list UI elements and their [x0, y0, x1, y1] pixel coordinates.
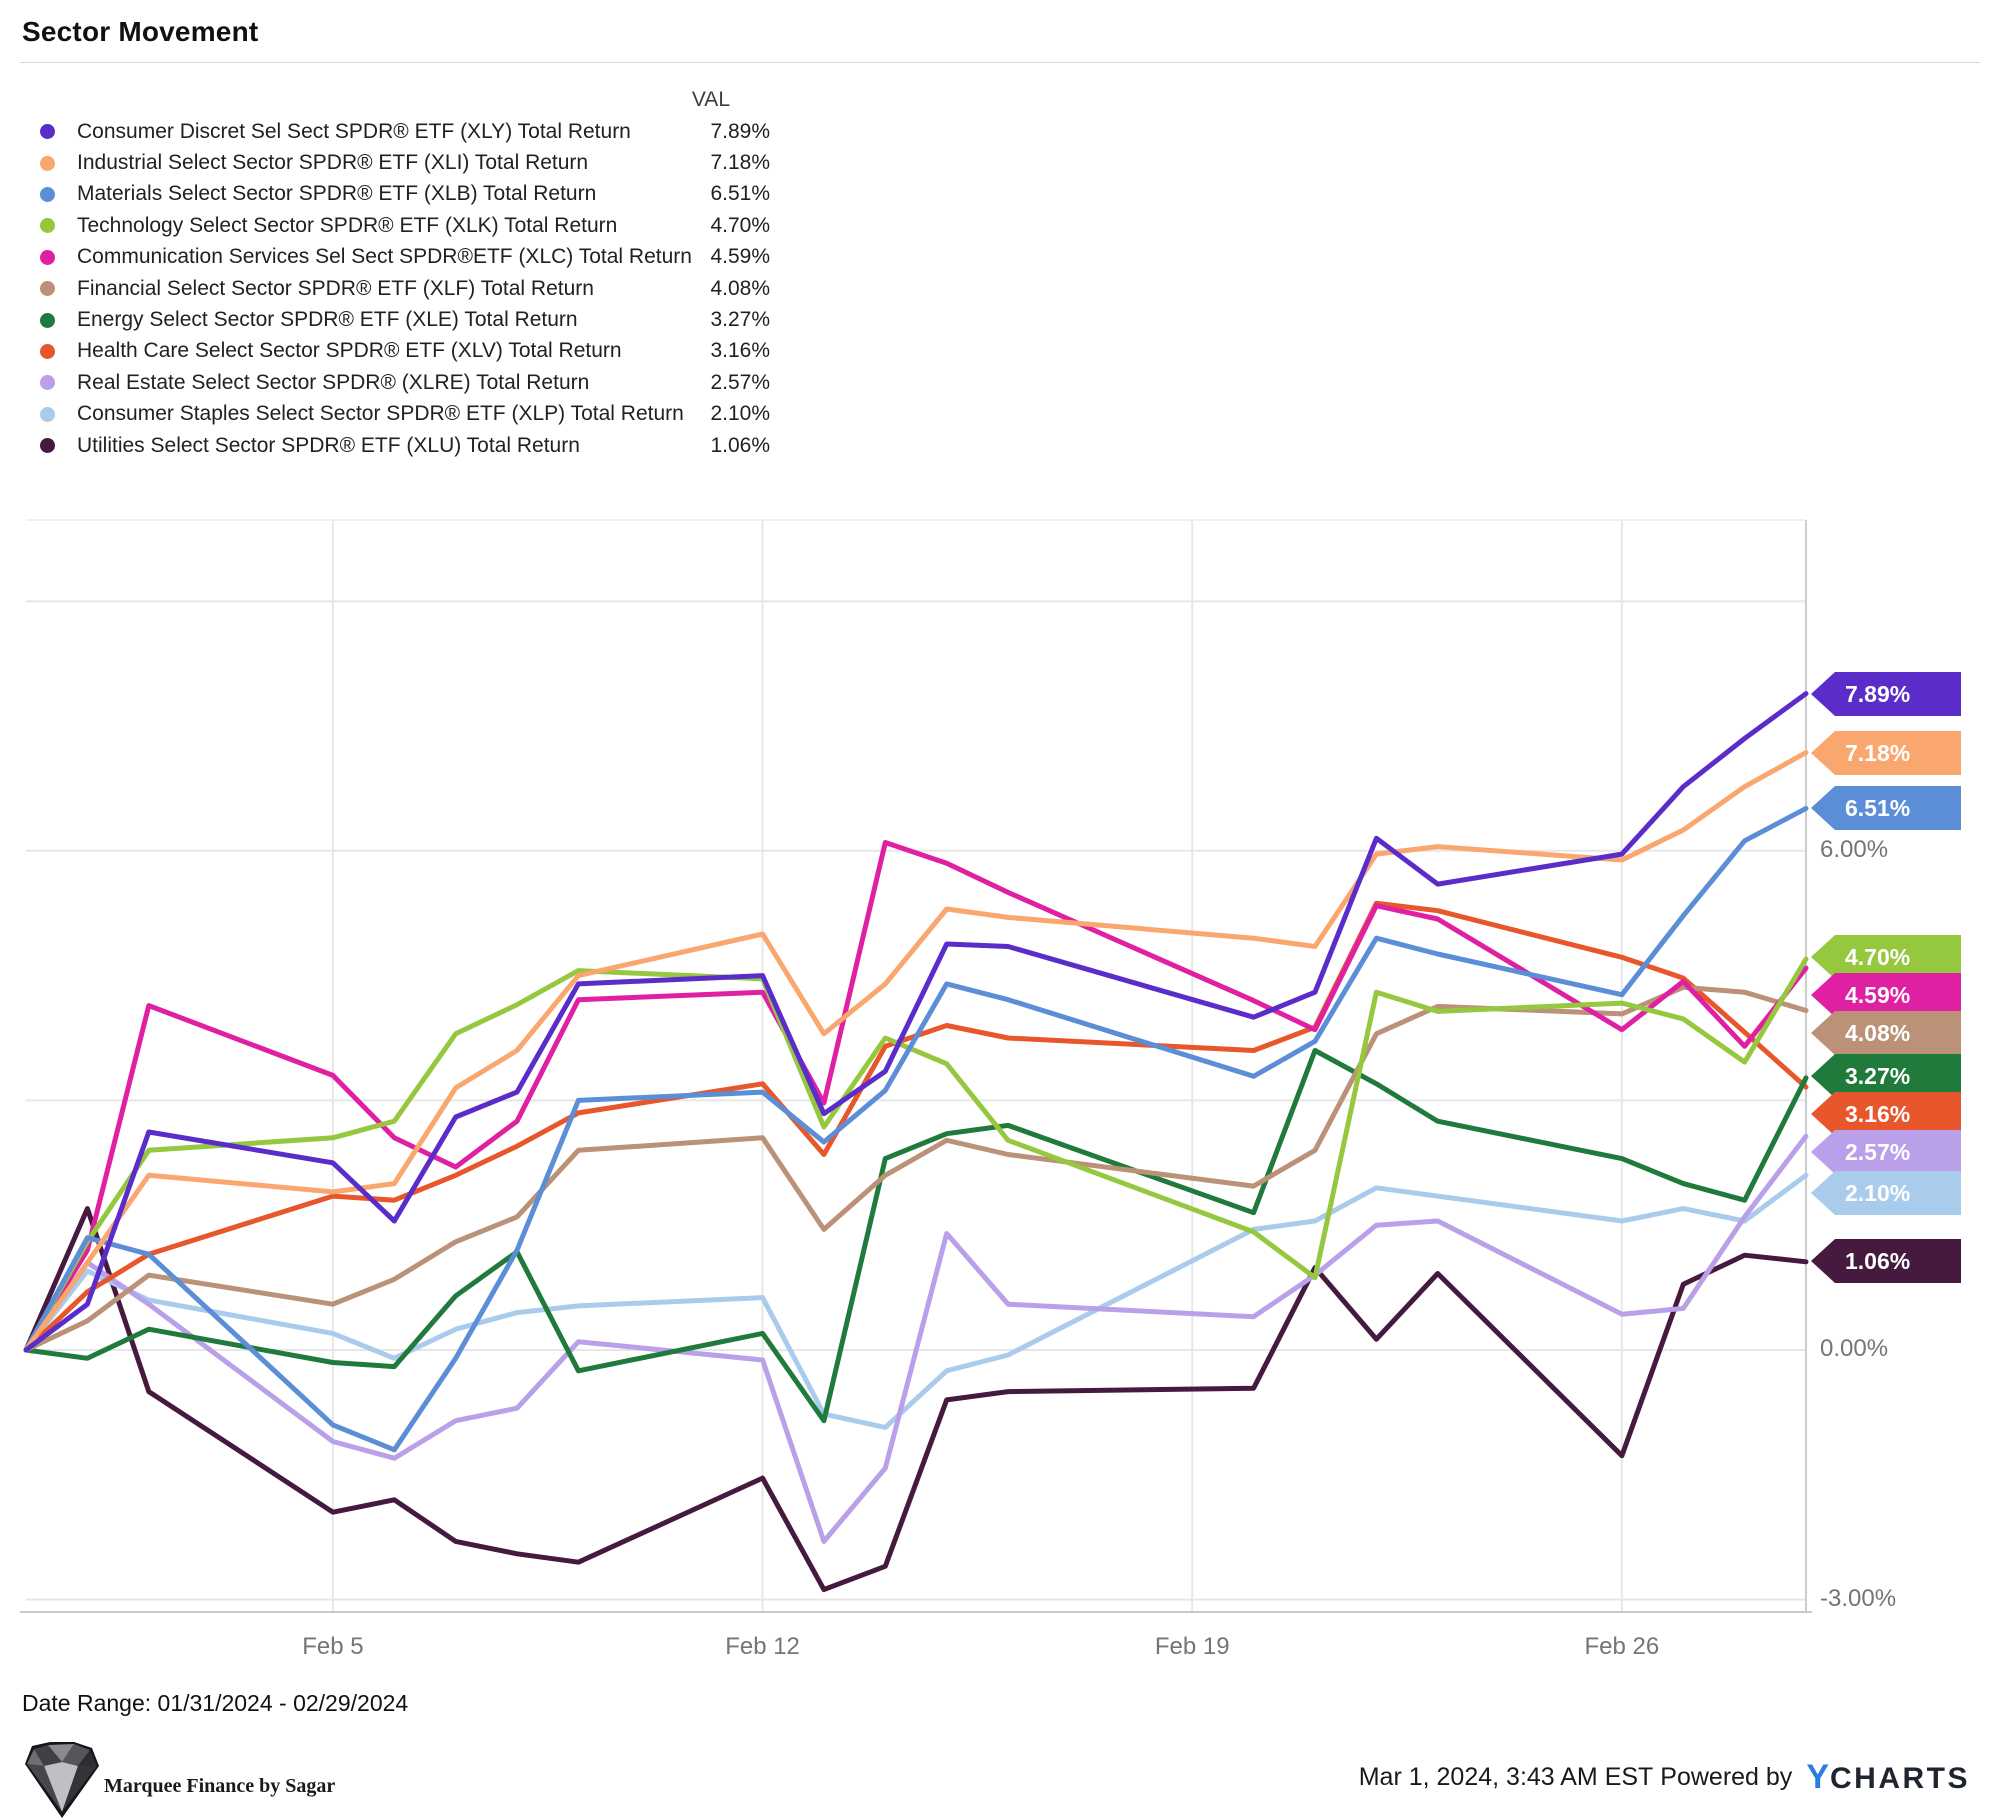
legend-item-XLV: Health Care Select Sector SPDR® ETF (XLV…: [40, 336, 770, 367]
legend-value: 4.59%: [710, 245, 770, 269]
legend-label: Energy Select Sector SPDR® ETF (XLE) Tot…: [77, 308, 578, 332]
end-value-tag-XLC: 4.59%: [1811, 973, 1961, 1017]
series-line-XLB: [23, 805, 1809, 1453]
legend-label: Utilities Select Sector SPDR® ETF (XLU) …: [77, 433, 580, 457]
legend-label: Health Care Select Sector SPDR® ETF (XLV…: [77, 339, 622, 363]
legend-value: 2.10%: [710, 402, 770, 426]
end-value-tag-XLE: 3.27%: [1811, 1054, 1961, 1098]
legend-dot-XLC: [40, 249, 55, 265]
series-line-XLI: [23, 750, 1809, 1353]
series-line-XLK: [23, 956, 1809, 1353]
end-value-tag-XLK: 4.70%: [1811, 935, 1961, 979]
end-value-tag-XLV: 3.16%: [1811, 1092, 1961, 1136]
legend-dot-XLF: [40, 281, 55, 297]
legend-value: 1.06%: [710, 433, 770, 457]
legend-label: Industrial Select Sector SPDR® ETF (XLI)…: [77, 151, 589, 175]
legend-dot-XLE: [40, 312, 55, 328]
end-value-tag-XLB: 6.51%: [1811, 786, 1961, 830]
legend-label: Consumer Staples Select Sector SPDR® ETF…: [77, 402, 684, 426]
page-title: Sector Movement: [22, 16, 259, 47]
x-axis-tick: Feb 5: [302, 1633, 364, 1660]
legend-value: 7.89%: [710, 119, 770, 143]
end-value-tag-XLP: 2.10%: [1811, 1171, 1961, 1215]
legend-label: Technology Select Sector SPDR® ETF (XLK)…: [77, 213, 618, 237]
x-axis-tick: Feb 26: [1584, 1633, 1660, 1660]
series-line-XLF: [23, 984, 1809, 1353]
diamond-icon: [25, 1742, 99, 1818]
end-value-tag-XLI: 7.18%: [1811, 731, 1961, 775]
legend-value: 3.16%: [710, 339, 770, 363]
ycharts-logo: YCHARTS: [1806, 1758, 1970, 1796]
timestamp: Mar 1, 2024, 3:43 AM EST Powered by: [1358, 1763, 1793, 1791]
series-line-XLV: [23, 900, 1809, 1353]
x-axis-tick: Feb 12: [725, 1633, 800, 1660]
legend-val-header: VAL: [691, 88, 730, 111]
legend-label: Financial Select Sector SPDR® ETF (XLF) …: [77, 276, 594, 300]
legend-item-XLB: Materials Select Sector SPDR® ETF (XLB) …: [40, 179, 770, 210]
y-axis-tick: 6.00%: [1820, 835, 1889, 863]
legend-value: 6.51%: [710, 182, 770, 206]
legend-item-XLP: Consumer Staples Select Sector SPDR® ETF…: [40, 399, 770, 430]
y-axis-tick: 0.00%: [1820, 1335, 1889, 1362]
legend-item-XLK: Technology Select Sector SPDR® ETF (XLK)…: [40, 210, 770, 241]
legend-item-XLE: Energy Select Sector SPDR® ETF (XLE) Tot…: [40, 304, 770, 335]
brand-name: Marquee Finance by Sagar: [104, 1775, 336, 1797]
end-value-tag-XLY: 7.89%: [1811, 672, 1961, 716]
series-line-XLC: [23, 840, 1809, 1353]
end-value-tag-XLRE: 2.57%: [1811, 1130, 1961, 1174]
series-line-XLP: [23, 1172, 1809, 1430]
legend-item-XLRE: Real Estate Select Sector SPDR® (XLRE) T…: [40, 367, 770, 398]
legend-item-XLF: Financial Select Sector SPDR® ETF (XLF) …: [40, 273, 770, 304]
legend-label: Communication Services Sel Sect SPDR®ETF…: [77, 245, 692, 269]
legend-label: Consumer Discret Sel Sect SPDR® ETF (XLY…: [77, 119, 631, 143]
legend-value: 4.70%: [710, 213, 770, 237]
brand-logo: Marquee Finance by Sagar: [24, 1740, 335, 1819]
legend-item-XLU: Utilities Select Sector SPDR® ETF (XLU) …: [40, 430, 770, 461]
legend-dot-XLB: [40, 186, 55, 202]
legend-dot-XLK: [40, 218, 55, 234]
title-divider: [20, 62, 1980, 63]
legend-item-XLI: Industrial Select Sector SPDR® ETF (XLI)…: [40, 147, 770, 178]
y-axis-tick: -3.00%: [1820, 1584, 1897, 1612]
legend-dot-XLI: [40, 155, 55, 171]
legend-value: 7.18%: [710, 151, 770, 175]
legend-value: 3.27%: [710, 308, 770, 332]
legend-value: 2.57%: [710, 370, 770, 394]
series-line-XLU: [23, 1206, 1809, 1593]
legend-dot-XLP: [40, 406, 55, 422]
legend: Consumer Discret Sel Sect SPDR® ETF (XLY…: [40, 116, 770, 461]
legend-label: Materials Select Sector SPDR® ETF (XLB) …: [77, 182, 597, 206]
legend-label: Real Estate Select Sector SPDR® (XLRE) T…: [77, 370, 590, 394]
legend-item-XLC: Communication Services Sel Sect SPDR®ETF…: [40, 242, 770, 273]
series-line-XLE: [23, 1048, 1809, 1424]
series-line-XLY: [23, 691, 1809, 1353]
legend-value: 4.08%: [710, 276, 770, 300]
legend-dot-XLU: [40, 438, 55, 454]
legend-dot-XLRE: [40, 375, 55, 391]
legend-dot-XLY: [40, 124, 55, 140]
end-value-tag-XLU: 1.06%: [1811, 1239, 1961, 1283]
end-value-tag-XLF: 4.08%: [1811, 1011, 1961, 1055]
timestamp-row: Mar 1, 2024, 3:43 AM EST Powered by YCHA…: [1359, 1758, 1970, 1797]
x-axis-tick: Feb 19: [1154, 1633, 1230, 1660]
date-range-label: Date Range: 01/31/2024 - 02/29/2024: [22, 1690, 409, 1716]
series-line-XLRE: [23, 1133, 1809, 1544]
legend-dot-XLV: [40, 343, 55, 359]
legend-item-XLY: Consumer Discret Sel Sect SPDR® ETF (XLY…: [40, 116, 770, 147]
